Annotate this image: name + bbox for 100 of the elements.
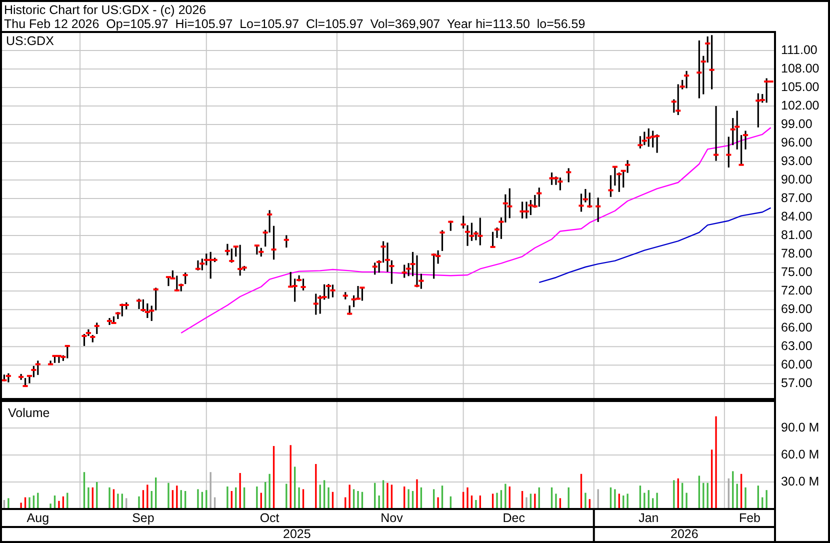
y-tick-label: 105.00	[781, 80, 820, 94]
candlestick	[144, 302, 150, 319]
y-tick-label: 96.00	[781, 135, 812, 150]
candlestick	[267, 209, 272, 234]
y-tick-label: 57.00	[781, 376, 812, 390]
candlestick	[300, 278, 306, 292]
candlestick	[646, 128, 652, 148]
y-tick-label: 63.00	[781, 338, 812, 353]
candlestick	[549, 172, 554, 186]
y-tick-label: 111.00	[781, 42, 818, 57]
candlestick	[182, 272, 188, 285]
y-tick-label: 87.00	[781, 190, 812, 205]
candlestick	[254, 244, 260, 256]
x-tick-label: Sep	[132, 511, 154, 525]
y-tick-label: 60.0 M	[781, 447, 820, 462]
candlestick	[284, 234, 289, 248]
x-tick-label: Aug	[26, 511, 50, 525]
candlestick	[465, 224, 470, 247]
candlestick	[200, 258, 205, 272]
candlestick	[174, 274, 180, 292]
candlestick	[469, 222, 474, 242]
candlestick	[696, 40, 702, 100]
candlestick	[360, 286, 365, 302]
x-tick-label: Jan	[638, 511, 659, 525]
chart-title: Historic Chart for US:GDX - (c) 2026	[4, 3, 206, 17]
candlestick	[507, 188, 512, 219]
candlestick	[229, 248, 234, 264]
candlestick	[136, 298, 142, 310]
candlestick	[558, 176, 563, 192]
candlestick	[536, 186, 542, 208]
y-tick-label: 99.00	[781, 116, 812, 131]
y-tick-label: 90.00	[781, 172, 812, 186]
y-tick-label: 72.00	[781, 283, 812, 298]
candlestick	[431, 252, 436, 280]
candlestick	[153, 286, 158, 312]
x-tick-label: Feb	[738, 511, 761, 525]
candlestick	[642, 130, 647, 146]
y-tick-label: 78.00	[781, 246, 812, 260]
candlestick	[578, 192, 584, 213]
y-tick-label: 108.00	[781, 61, 820, 76]
candlestick	[764, 77, 770, 104]
candlestick	[566, 167, 572, 184]
y-tick-label: 69.00	[781, 302, 812, 316]
candlestick	[440, 229, 445, 252]
text: 2025	[283, 527, 311, 541]
x-tick-label: Oct	[260, 511, 280, 525]
y-tick-label: 81.00	[781, 228, 812, 242]
text: 2026	[670, 527, 698, 541]
chart-title: Volume	[8, 406, 50, 420]
candlestick	[94, 322, 100, 335]
candlestick	[528, 199, 534, 216]
y-tick-label: 30.0 M	[781, 474, 820, 488]
candlestick	[524, 200, 530, 220]
candlestick	[330, 284, 336, 298]
y-tick-label: 90.0 M	[781, 420, 820, 434]
candlestick	[208, 251, 214, 280]
candlestick	[638, 135, 643, 150]
annotation: US:GDX	[6, 34, 55, 48]
candlestick	[326, 283, 332, 300]
y-tick-label: 60.00	[781, 357, 812, 372]
candlestick	[738, 134, 744, 166]
candlestick	[726, 136, 732, 168]
candlestick	[271, 225, 276, 260]
y-tick-label: 75.00	[781, 264, 812, 279]
candlestick	[676, 83, 681, 116]
candlestick	[82, 333, 87, 347]
candlestick	[654, 134, 660, 154]
line-series	[180, 127, 772, 334]
candlestick	[6, 372, 11, 384]
candlestick	[608, 174, 614, 198]
candlestick	[734, 110, 740, 150]
candlestick	[714, 105, 719, 162]
x-tick-label: Dec	[502, 511, 525, 525]
candlestick	[64, 344, 70, 360]
candlestick	[35, 360, 40, 376]
candlestick	[616, 172, 622, 193]
y-tick-label: 102.00	[781, 98, 820, 112]
candlestick	[612, 165, 618, 186]
candlestick	[351, 294, 356, 308]
candlestick	[313, 292, 318, 316]
y-tick-label: 84.00	[781, 209, 812, 224]
y-tick-label: 66.00	[781, 320, 812, 334]
candlestick	[596, 196, 601, 223]
candlestick	[587, 192, 592, 209]
candlestick	[756, 92, 761, 128]
line-series	[538, 207, 772, 284]
candlestick	[56, 354, 62, 364]
candlestick	[625, 159, 630, 174]
candlestick	[238, 244, 243, 276]
chart-subtitle: Thu Feb 12 2026 Op=105.97 Hi=105.97 Lo=105.97 Cl=105.97 Vol=369,907 Year hi=113.50 lo=56.59	[4, 17, 586, 31]
candlestick	[402, 264, 407, 279]
candlestick	[414, 254, 420, 288]
candlestick	[347, 304, 352, 316]
candlestick	[478, 216, 483, 246]
candlestick	[372, 262, 378, 276]
candlestick	[195, 260, 200, 272]
candlestick	[684, 70, 690, 90]
candlestick	[490, 231, 496, 248]
x-tick-label: Nov	[380, 511, 404, 525]
candlestick	[709, 34, 714, 90]
